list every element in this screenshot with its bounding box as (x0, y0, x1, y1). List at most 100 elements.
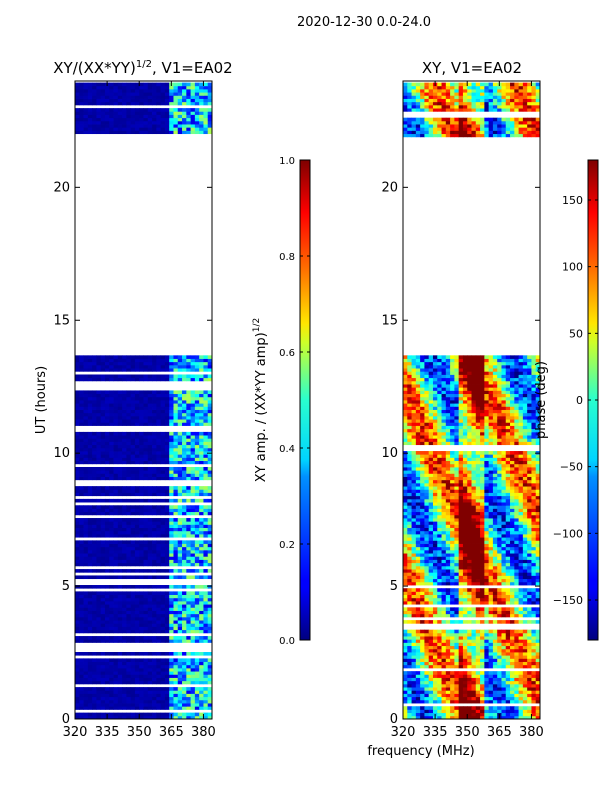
right-heatmap-cell (445, 680, 451, 685)
left-heatmap-cell (194, 422, 200, 426)
right-heatmap-cell (497, 683, 502, 688)
right-heatmap-cell (497, 594, 502, 599)
left-heatmap-cell (194, 396, 200, 401)
left-heatmap-cell (126, 130, 132, 135)
left-heatmap-cell (182, 403, 187, 407)
left-heatmap-cell (152, 562, 157, 567)
left-heatmap-cell (122, 674, 127, 678)
left-heatmap-cell (160, 108, 166, 112)
left-heatmap-cell (164, 396, 170, 401)
left-heatmap-cell (160, 607, 166, 611)
right-heatmap-cell (522, 693, 528, 698)
right-heatmap-cell (454, 578, 460, 583)
left-heatmap-cell (160, 610, 166, 615)
left-heatmap-cell (190, 693, 196, 698)
left-heatmap-cell (194, 556, 200, 560)
left-heatmap-cell (83, 88, 89, 93)
left-heatmap-cell (177, 706, 183, 710)
left-heatmap-cell (199, 527, 204, 532)
left-heatmap-cell (134, 690, 140, 694)
left-heatmap-cell (130, 658, 136, 662)
right-heatmap-cell (518, 597, 524, 602)
right-heatmap-cell (535, 594, 540, 599)
left-heatmap-cell (160, 699, 166, 704)
right-heatmap-cell (492, 683, 498, 688)
left-heatmap-cell (173, 623, 179, 627)
right-heatmap-cell (415, 648, 421, 653)
left-heatmap-cell (207, 108, 212, 112)
left-heatmap-cell (75, 677, 80, 682)
left-heatmap-cell (194, 409, 200, 414)
left-heatmap-cell (122, 361, 127, 366)
left-heatmap-cell (164, 543, 170, 548)
left-heatmap-cell (109, 108, 114, 112)
left-heatmap-cell (79, 120, 84, 125)
left-heatmap-cell (190, 85, 196, 90)
left-heatmap-cell (100, 664, 106, 669)
right-heatmap-cell (462, 594, 468, 599)
right-heatmap-cell (432, 687, 438, 691)
left-heatmap-cell (130, 639, 136, 643)
left-heatmap-cell (122, 629, 127, 634)
left-heatmap-cell (75, 130, 80, 135)
left-heatmap-cell (164, 527, 170, 532)
right-heatmap-cell (432, 600, 438, 605)
right-heatmap-cell (505, 674, 511, 678)
left-heatmap-cell (143, 616, 149, 621)
right-heatmap-cell (432, 677, 438, 682)
right-heatmap-cell (441, 562, 447, 567)
left-heatmap-cell (92, 591, 97, 595)
right-heatmap-cell (420, 610, 425, 615)
left-heatmap-cell (164, 674, 170, 678)
left-heatmap-cell (139, 597, 144, 602)
left-heatmap-cell (100, 620, 106, 624)
left-heatmap-cell (207, 706, 212, 710)
left-heatmap-cell (139, 667, 144, 672)
right-heatmap-cell (407, 696, 412, 701)
left-heatmap-cell (156, 92, 162, 96)
right-heatmap-cell (424, 594, 430, 599)
right-heatmap-cell (501, 610, 507, 615)
left-heatmap-cell (83, 355, 89, 359)
left-heatmap-cell (79, 444, 84, 449)
right-heatmap-cell (445, 712, 451, 717)
right-heatmap-cell (450, 715, 455, 719)
left-heatmap-cell (173, 358, 179, 363)
left-heatmap-cell (177, 629, 183, 634)
right-heatmap-cell (510, 556, 515, 560)
left-heatmap-cell (207, 438, 212, 442)
left-heatmap-cell (96, 693, 102, 698)
right-heatmap-cell (403, 636, 408, 640)
left-heatmap-cell (117, 712, 123, 717)
right-heatmap-cell (454, 629, 460, 634)
left-heatmap-cell (143, 667, 149, 672)
right-heatmap-cell (535, 575, 540, 580)
left-heatmap-cell (139, 438, 144, 442)
left-heatmap-cell (100, 444, 106, 449)
right-heatmap-cell (501, 706, 507, 710)
right-heatmap-cell (475, 636, 481, 640)
right-heatmap-cell (480, 569, 485, 573)
left-heatmap-cell (75, 613, 80, 618)
left-heatmap-cell (79, 374, 84, 379)
left-heatmap-cell (143, 556, 149, 560)
right-heatmap-cell (467, 556, 472, 560)
left-heatmap-cell (152, 409, 157, 414)
right-heatmap-cell (522, 661, 528, 666)
right-heatmap-cell (424, 549, 430, 554)
right-heatmap-cell (420, 648, 425, 653)
right-heatmap-cell (484, 572, 490, 576)
left-heatmap-cell (92, 693, 97, 698)
left-heatmap-cell (173, 431, 179, 436)
left-heatmap-cell (152, 556, 157, 560)
left-heatmap-cell (177, 374, 183, 379)
right-heatmap-cell (420, 706, 425, 710)
left-heatmap-cell (164, 361, 170, 366)
left-heatmap-cell (173, 117, 179, 122)
left-heatmap-cell (130, 454, 136, 458)
left-heatmap-cell (164, 111, 170, 115)
right-heatmap-cell (437, 620, 442, 624)
left-heatmap-cell (156, 361, 162, 366)
left-heatmap-cell (130, 693, 136, 698)
right-heatmap-cell (462, 709, 468, 714)
